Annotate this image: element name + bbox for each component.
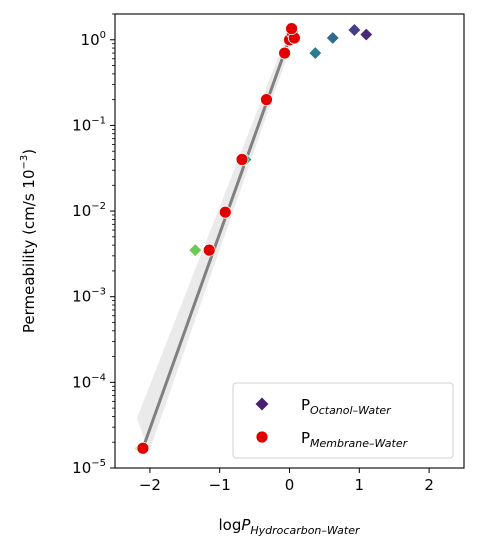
legend-marker-membrane-water <box>255 430 269 444</box>
membrane-water-point <box>260 93 273 107</box>
y-tick-base: 10 <box>81 31 100 49</box>
octanol-water-point <box>308 45 323 61</box>
y-tick-label: 10−2 <box>72 201 106 220</box>
x-tick-label: 2 <box>424 476 434 494</box>
octanol-water-point <box>188 243 203 258</box>
legend: POctanol–Water PMembrane–Water <box>232 382 454 459</box>
legend-box <box>232 382 454 459</box>
y-tick-base: 10 <box>72 288 91 306</box>
legend-label-octanol-water-sub: Octanol–Water <box>310 404 392 417</box>
y-axis-label-tail: ) <box>20 149 38 155</box>
y-tick-base: 10 <box>72 459 91 477</box>
y-axis-label-superscript: −3 <box>19 155 30 170</box>
membrane-water-point <box>285 22 298 36</box>
y-tick-label: 10−4 <box>72 372 106 391</box>
y-tick-exponent: −4 <box>91 372 106 383</box>
y-tick-base: 10 <box>72 202 91 220</box>
membrane-water-point <box>202 243 216 257</box>
octanol-water-point <box>359 27 374 42</box>
y-tick-base: 10 <box>72 116 91 134</box>
membrane-water-point <box>278 46 292 60</box>
membrane-water-point <box>235 153 249 166</box>
octanol-water-point <box>325 30 340 46</box>
legend-label-membrane-water-main: P <box>301 429 310 447</box>
x-tick-label: −1 <box>209 476 231 494</box>
y-tick-exponent: −2 <box>91 201 106 212</box>
y-tick-label: 10−5 <box>72 458 106 477</box>
x-tick-label: −2 <box>139 476 161 494</box>
x-tick-label: 1 <box>355 476 365 494</box>
y-tick-exponent: −5 <box>91 458 106 469</box>
marker-layer <box>133 22 374 456</box>
y-tick-exponent: 0 <box>100 30 106 41</box>
legend-label-membrane-water: PMembrane–Water <box>301 429 409 450</box>
y-axis-label-main: Permeability (cm/s 10 <box>20 169 38 333</box>
y-tick-exponent: −3 <box>91 287 106 298</box>
y-axis-label: Permeability (cm/s 10−3) <box>19 149 38 333</box>
y-tick-label: 10−1 <box>72 115 106 134</box>
legend-label-membrane-water-sub: Membrane–Water <box>310 437 409 450</box>
membrane-water-point <box>136 441 150 455</box>
x-axis-label-italic: P <box>241 516 251 534</box>
y-tick-exponent: −1 <box>91 115 106 126</box>
x-tick-label: 0 <box>285 476 295 494</box>
y-tick-label: 100 <box>81 30 106 49</box>
x-axis-label: logPHydrocarbon–Water <box>218 516 361 537</box>
x-axis-label-main: log <box>218 516 241 534</box>
octanol-water-point <box>347 22 362 38</box>
x-axis: −2 −1 0 1 2 <box>139 468 434 494</box>
y-tick-label: 10−3 <box>72 287 106 306</box>
y-tick-base: 10 <box>72 373 91 391</box>
legend-marker-octanol-water <box>254 396 270 412</box>
membrane-water-point <box>218 205 232 219</box>
x-axis-label-subscript: Hydrocarbon–Water <box>250 524 361 537</box>
legend-label-octanol-water: POctanol–Water <box>301 396 392 417</box>
legend-label-octanol-water-main: P <box>301 396 310 414</box>
